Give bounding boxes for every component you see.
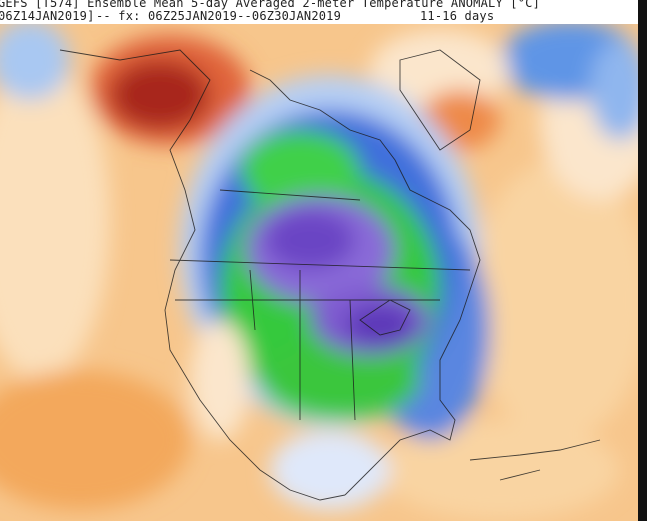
lead-time: 11-16 days (420, 9, 495, 23)
coastlines (59, 49, 601, 501)
map-title: GEFS [T574] Ensemble Mean 5-day Averaged… (0, 0, 540, 10)
issued-time: 06Z14JAN2019] (0, 9, 95, 23)
valid-period: -- fx: 06Z25JAN2019--06Z30JAN2019 (96, 9, 342, 23)
